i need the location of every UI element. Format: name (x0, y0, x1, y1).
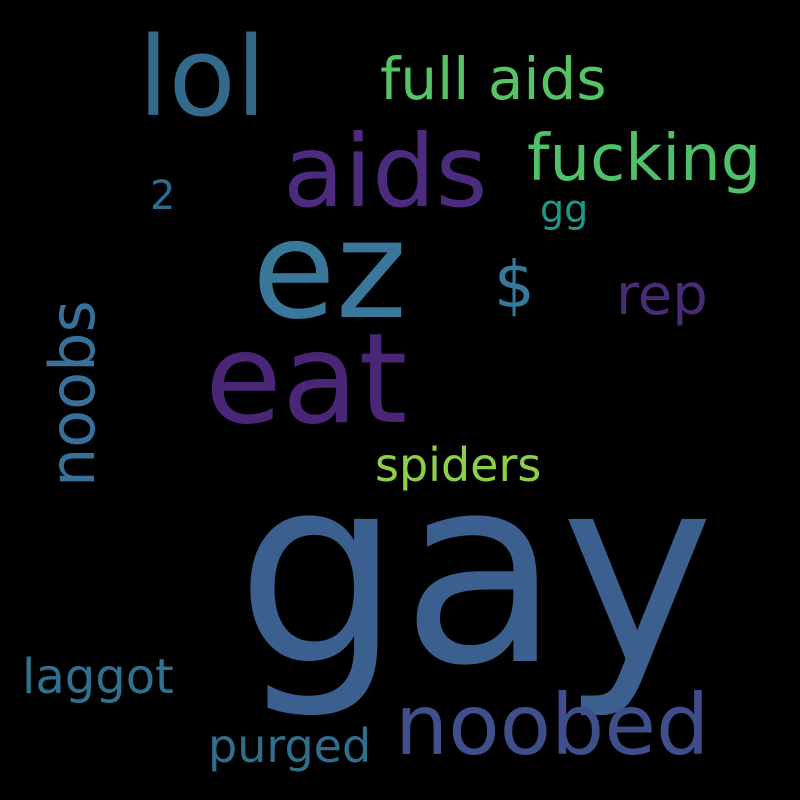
word-ez: ez (252, 192, 408, 350)
word-rep: rep (616, 263, 708, 328)
word-gay: gay (236, 421, 715, 723)
word-full-aids: full aids (380, 45, 607, 113)
word-laggot: laggot (22, 649, 174, 705)
word-noobed: noobed (395, 676, 710, 774)
word-purged: purged (208, 719, 372, 773)
word-lol: lol (138, 13, 267, 141)
word-fucking: fucking (527, 122, 762, 196)
word-aids: aids (283, 113, 488, 230)
word-eat: eat (205, 307, 408, 452)
word-dollar: $ (494, 249, 535, 323)
word-2: 2 (150, 173, 176, 219)
word-spiders: spiders (375, 438, 542, 492)
word-noobs: noobs (36, 300, 109, 487)
word-gg: gg (540, 187, 589, 231)
